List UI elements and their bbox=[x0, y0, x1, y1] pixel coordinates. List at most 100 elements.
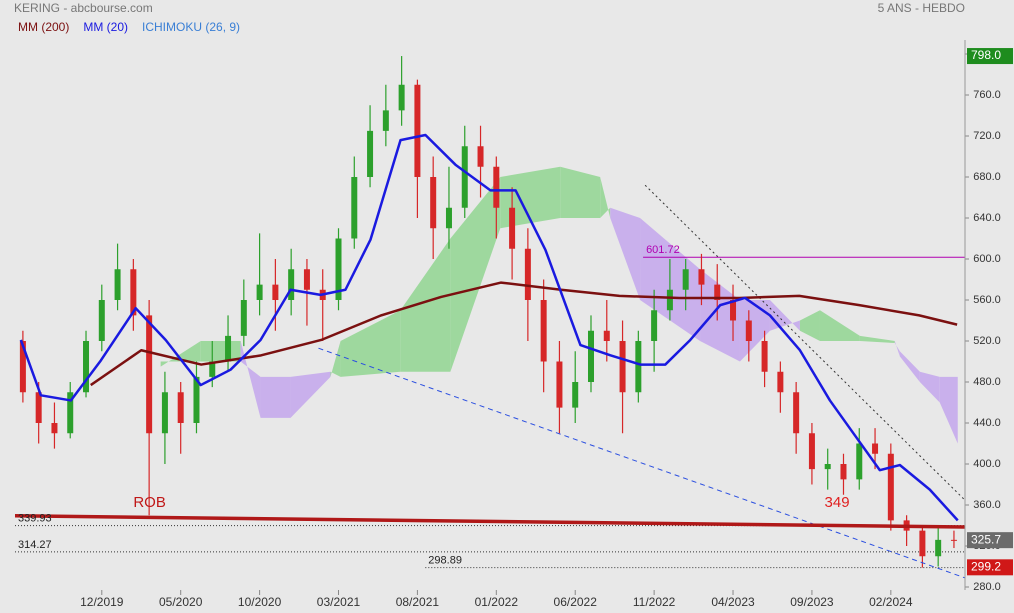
cloud-segment bbox=[600, 177, 611, 218]
candle-body bbox=[540, 300, 547, 362]
level-label: 601.72 bbox=[646, 244, 680, 256]
candle-body bbox=[414, 84, 421, 177]
candle-body bbox=[714, 284, 721, 300]
x-tick-label: 12/2019 bbox=[80, 595, 124, 609]
chart-subtitle: 5 ANS - HEBDO bbox=[878, 1, 965, 15]
y-tick-label: 520.0 bbox=[973, 335, 1001, 347]
candle-body bbox=[161, 392, 168, 434]
cloud-segment bbox=[610, 207, 641, 300]
level-label: 339.93 bbox=[18, 512, 52, 524]
ma-line bbox=[19, 133, 959, 522]
y-tick-label: 280.0 bbox=[973, 581, 1001, 593]
x-tick-label: 01/2022 bbox=[475, 595, 519, 609]
candle-body bbox=[477, 146, 484, 167]
y-tick-label: 640.0 bbox=[973, 212, 1001, 224]
trend-line bbox=[15, 514, 965, 529]
candle-body bbox=[67, 392, 74, 434]
candle-body bbox=[950, 539, 957, 541]
candle-body bbox=[872, 443, 879, 454]
cloud-segment bbox=[700, 269, 740, 362]
plot bbox=[15, 56, 965, 579]
x-tick-label: 06/2022 bbox=[554, 595, 598, 609]
candle-body bbox=[572, 382, 579, 408]
legend-entry: MM (20) bbox=[83, 20, 128, 34]
y-tick-label: 600.0 bbox=[973, 253, 1001, 265]
candle-body bbox=[19, 341, 26, 393]
candle-body bbox=[303, 269, 310, 290]
cloud-segment bbox=[799, 310, 820, 341]
y-tick-label: 480.0 bbox=[973, 376, 1001, 388]
x-tick-label: 03/2021 bbox=[317, 595, 361, 609]
y-tick-label: 720.0 bbox=[973, 130, 1001, 142]
candle-body bbox=[603, 330, 610, 341]
trend-line bbox=[318, 347, 965, 579]
candle-body bbox=[130, 269, 137, 316]
candle-body bbox=[777, 371, 784, 393]
price-tag bbox=[967, 532, 1013, 549]
level-label: 298.89 bbox=[428, 555, 462, 567]
candle-body bbox=[51, 423, 58, 434]
candle-body bbox=[761, 341, 768, 372]
candle-body bbox=[935, 539, 942, 557]
x-tick-label: 11/2022 bbox=[633, 595, 676, 609]
legend-entry: ICHIMOKU (26, 9) bbox=[142, 20, 240, 34]
cloud-segment bbox=[290, 371, 331, 418]
y-tick-label: 680.0 bbox=[973, 171, 1001, 183]
candle-body bbox=[840, 464, 847, 480]
candle-body bbox=[745, 320, 752, 341]
cloud-segment bbox=[739, 300, 770, 362]
x-tick-label: 02/2024 bbox=[869, 595, 913, 609]
candle-body bbox=[698, 269, 705, 285]
candle-body bbox=[730, 300, 737, 321]
cloud-segment bbox=[240, 341, 261, 418]
candle-body bbox=[146, 315, 153, 434]
cloud-segment bbox=[500, 166, 561, 229]
chart-title: KERING - abcbourse.com bbox=[14, 1, 153, 15]
candle-body bbox=[114, 269, 121, 300]
level-label: 314.27 bbox=[18, 539, 52, 551]
candle-body bbox=[335, 238, 342, 300]
candle-body bbox=[98, 300, 105, 341]
candle-body bbox=[272, 284, 279, 300]
cloud-segment bbox=[859, 335, 895, 344]
cloud-segment bbox=[899, 351, 920, 382]
candle-body bbox=[824, 464, 831, 470]
candle-body bbox=[587, 330, 594, 382]
price-tag bbox=[967, 559, 1013, 576]
y-tick-label: 560.0 bbox=[973, 294, 1001, 306]
annotation: ROB bbox=[133, 494, 166, 511]
x-tick-label: 08/2021 bbox=[396, 595, 440, 609]
ma-line bbox=[90, 281, 958, 387]
candle-body bbox=[398, 84, 405, 111]
cloud-segment bbox=[894, 341, 900, 357]
candle-body bbox=[445, 207, 452, 229]
cloud-segment bbox=[330, 341, 341, 377]
y-tick-label: 760.0 bbox=[973, 89, 1001, 101]
legend-entry: MM (200) bbox=[18, 20, 69, 34]
candle-body bbox=[35, 392, 42, 423]
candle-body bbox=[256, 284, 263, 300]
candle-body bbox=[430, 177, 437, 229]
cloud-segment bbox=[819, 310, 860, 341]
candle-body bbox=[682, 269, 689, 290]
y-tick-label: 360.0 bbox=[973, 499, 1001, 511]
price-tag-label: 798.0 bbox=[971, 48, 1001, 62]
candle-body bbox=[351, 177, 358, 239]
candle-body bbox=[919, 530, 926, 557]
x-tick-label: 09/2023 bbox=[790, 595, 834, 609]
candle-body bbox=[651, 310, 658, 341]
candle-body bbox=[635, 341, 642, 393]
cloud-segment bbox=[160, 341, 201, 367]
x-tick-label: 10/2020 bbox=[238, 595, 282, 609]
candle-body bbox=[288, 269, 295, 300]
candle-body bbox=[461, 146, 468, 208]
price-tag bbox=[967, 48, 1013, 65]
annotation: 349 bbox=[825, 494, 850, 511]
candle-body bbox=[509, 207, 516, 249]
x-tick-label: 05/2020 bbox=[159, 595, 203, 609]
x-tick-label: 04/2023 bbox=[711, 595, 755, 609]
cloud-segment bbox=[919, 371, 940, 403]
